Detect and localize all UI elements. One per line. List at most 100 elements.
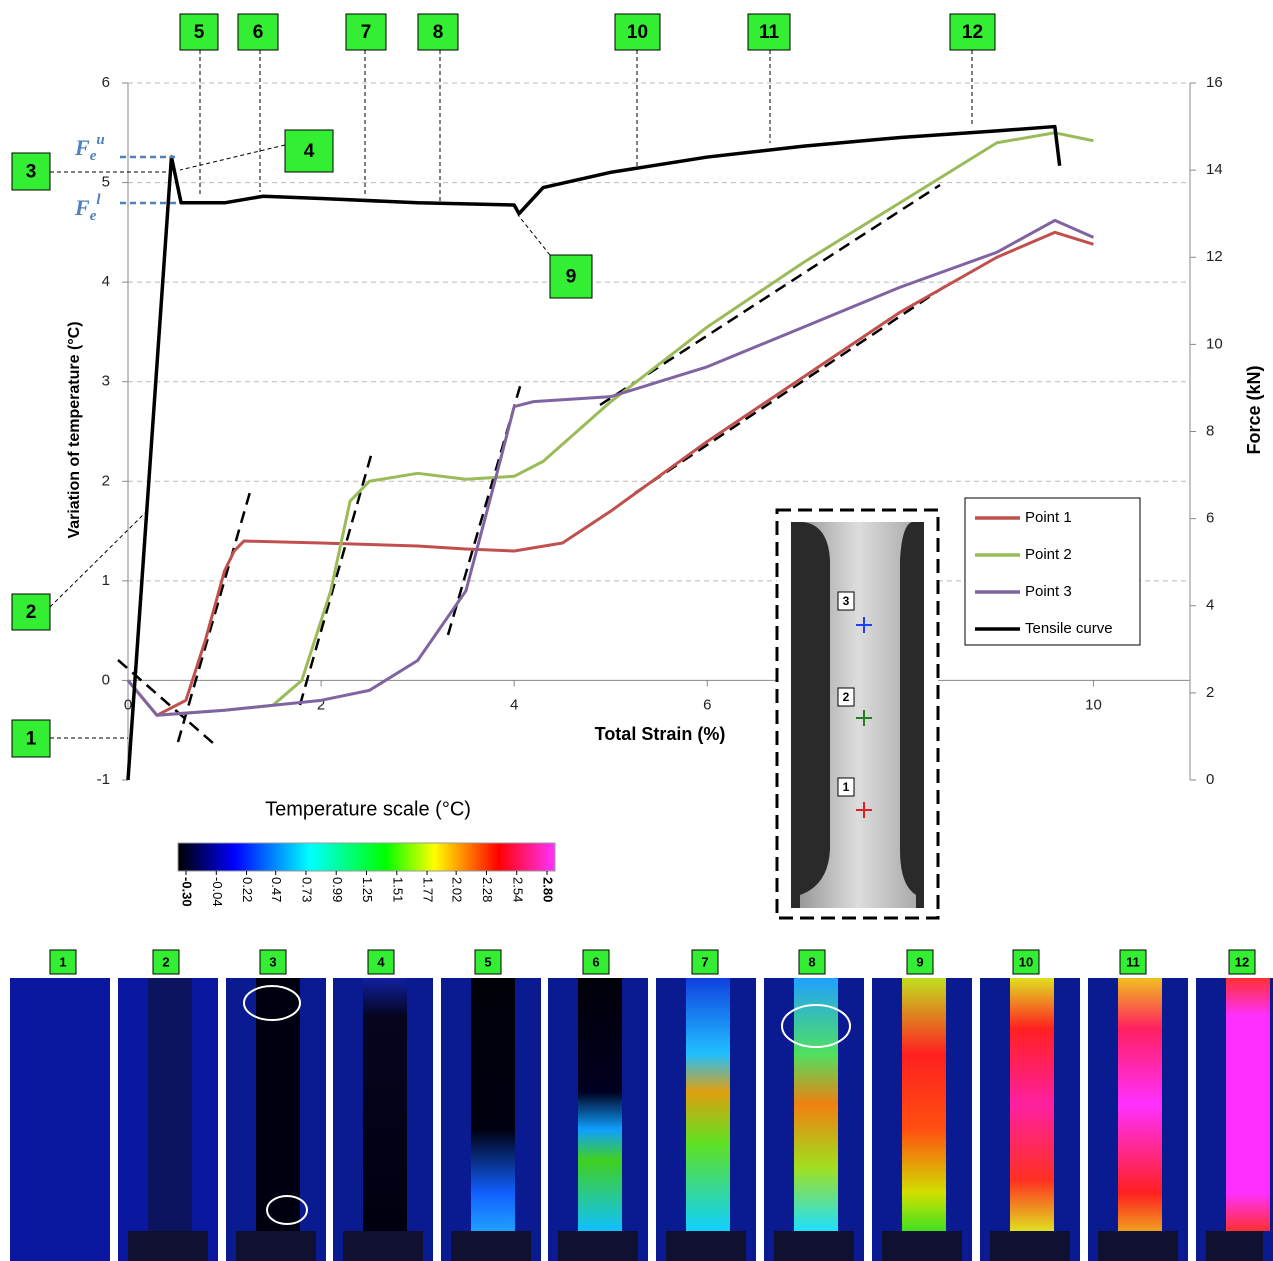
- thumbnail-grip: [128, 1231, 208, 1261]
- force-label: Feu: [74, 132, 105, 164]
- label-box: [582, 949, 610, 975]
- label-box: [284, 129, 334, 173]
- label-box: [949, 13, 996, 51]
- force-label-part: u: [96, 132, 104, 148]
- leader-line: [179, 144, 286, 171]
- label-text: 2: [162, 954, 169, 969]
- legend-label: Point 2: [1025, 546, 1072, 563]
- label-box: [549, 254, 593, 299]
- colorbar-label: -0.04: [210, 877, 225, 907]
- label-text: 10: [1019, 954, 1033, 969]
- marker-cross: [856, 710, 872, 726]
- force-label-part: l: [96, 192, 101, 208]
- thumbnail-grip: [882, 1231, 962, 1261]
- colorbar-label: 1.77: [421, 877, 436, 902]
- y2-tick-label: 12: [1206, 248, 1223, 265]
- marker-cross: [856, 802, 872, 818]
- y2-tick-label: 16: [1206, 74, 1223, 91]
- colorbar-label: 2.28: [480, 877, 495, 902]
- y2-tick-label: 0: [1206, 771, 1214, 788]
- force-label-part: F: [74, 135, 90, 160]
- label-text: 7: [701, 954, 708, 969]
- y2-axis-label: Force (kN): [1244, 365, 1264, 454]
- label-text: 6: [253, 22, 264, 43]
- y-tick-label: 4: [102, 273, 110, 290]
- label-box: [747, 13, 791, 51]
- y-tick-label: 1: [102, 572, 110, 589]
- label-text: 12: [962, 22, 983, 43]
- label-text: 6: [592, 954, 599, 969]
- legend-label: Tensile curve: [1025, 620, 1113, 637]
- label-box: [179, 13, 219, 51]
- thumbnail-specimen: [148, 978, 192, 1231]
- label-text: 8: [433, 22, 444, 43]
- y2-tick-label: 6: [1206, 510, 1214, 527]
- marker-label: 3: [843, 594, 850, 608]
- label-box: [11, 719, 51, 758]
- label-box: [798, 949, 826, 975]
- leader-line: [49, 512, 146, 608]
- label-box: [474, 949, 502, 975]
- tangent-line: [599, 183, 941, 407]
- label-box: [367, 949, 395, 975]
- y-tick-label: 0: [102, 671, 110, 688]
- label-text: 5: [484, 954, 491, 969]
- colorbar: [177, 842, 556, 872]
- label-text: 4: [304, 141, 315, 162]
- marker-label: 2: [843, 690, 850, 704]
- y-tick-label: -1: [97, 771, 110, 788]
- label-box: [1012, 949, 1040, 975]
- y2-tick-label: 8: [1206, 422, 1214, 439]
- label-box: [49, 949, 77, 975]
- label-box: [1228, 949, 1256, 975]
- colorbar-label: 2.02: [450, 877, 465, 902]
- marker-box: [837, 591, 855, 611]
- thumbnail-specimen: [1118, 978, 1162, 1231]
- colorbar-label: 2.80: [541, 877, 556, 902]
- label-text: 5: [194, 22, 205, 43]
- label-text: 1: [26, 729, 37, 750]
- thumbnail-grip: [1098, 1231, 1178, 1261]
- thumbnail-grip: [774, 1231, 854, 1261]
- label-box: [11, 152, 51, 191]
- label-text: 9: [566, 267, 577, 288]
- tangent-line: [176, 491, 252, 743]
- label-box: [417, 13, 459, 51]
- label-text: 9: [916, 954, 923, 969]
- x-tick-label: 10: [1085, 696, 1102, 713]
- label-box: [259, 949, 287, 975]
- label-box: [691, 949, 719, 975]
- highlight: [781, 1004, 851, 1048]
- series-line: [126, 131, 1094, 717]
- specimen: [800, 522, 916, 908]
- thumbnail-specimen: [1226, 978, 1270, 1231]
- thumbnail-grip: [451, 1231, 531, 1261]
- colorbar-label: 0.99: [330, 877, 345, 902]
- thumbnail-specimen: [471, 978, 515, 1231]
- x-tick-label: 6: [703, 696, 711, 713]
- y-tick-label: 6: [102, 74, 110, 91]
- highlight: [243, 985, 301, 1021]
- thumbnail-grip: [666, 1231, 746, 1261]
- series-line: [126, 218, 1095, 717]
- force-label-part: F: [74, 195, 90, 220]
- y-tick-label: 5: [102, 174, 110, 191]
- y2-tick-label: 2: [1206, 684, 1214, 701]
- highlight: [266, 1195, 308, 1225]
- tangent-line: [634, 281, 951, 495]
- force-label-part: e: [90, 148, 97, 164]
- label-text: 11: [1126, 954, 1140, 969]
- colorbar-label: 1.25: [360, 877, 375, 902]
- label-text: 4: [377, 954, 385, 969]
- label-box: [906, 949, 934, 975]
- label-text: 10: [627, 22, 648, 43]
- series-line: [126, 124, 1062, 781]
- thumbnail-specimen: [902, 978, 946, 1231]
- thumbnail-grip: [1206, 1231, 1263, 1261]
- x-tick-label: 0: [124, 696, 132, 713]
- marker-box: [837, 687, 855, 707]
- colorbar-label: -0.30: [180, 877, 195, 907]
- series-line: [126, 230, 1094, 717]
- label-text: 1: [59, 954, 66, 969]
